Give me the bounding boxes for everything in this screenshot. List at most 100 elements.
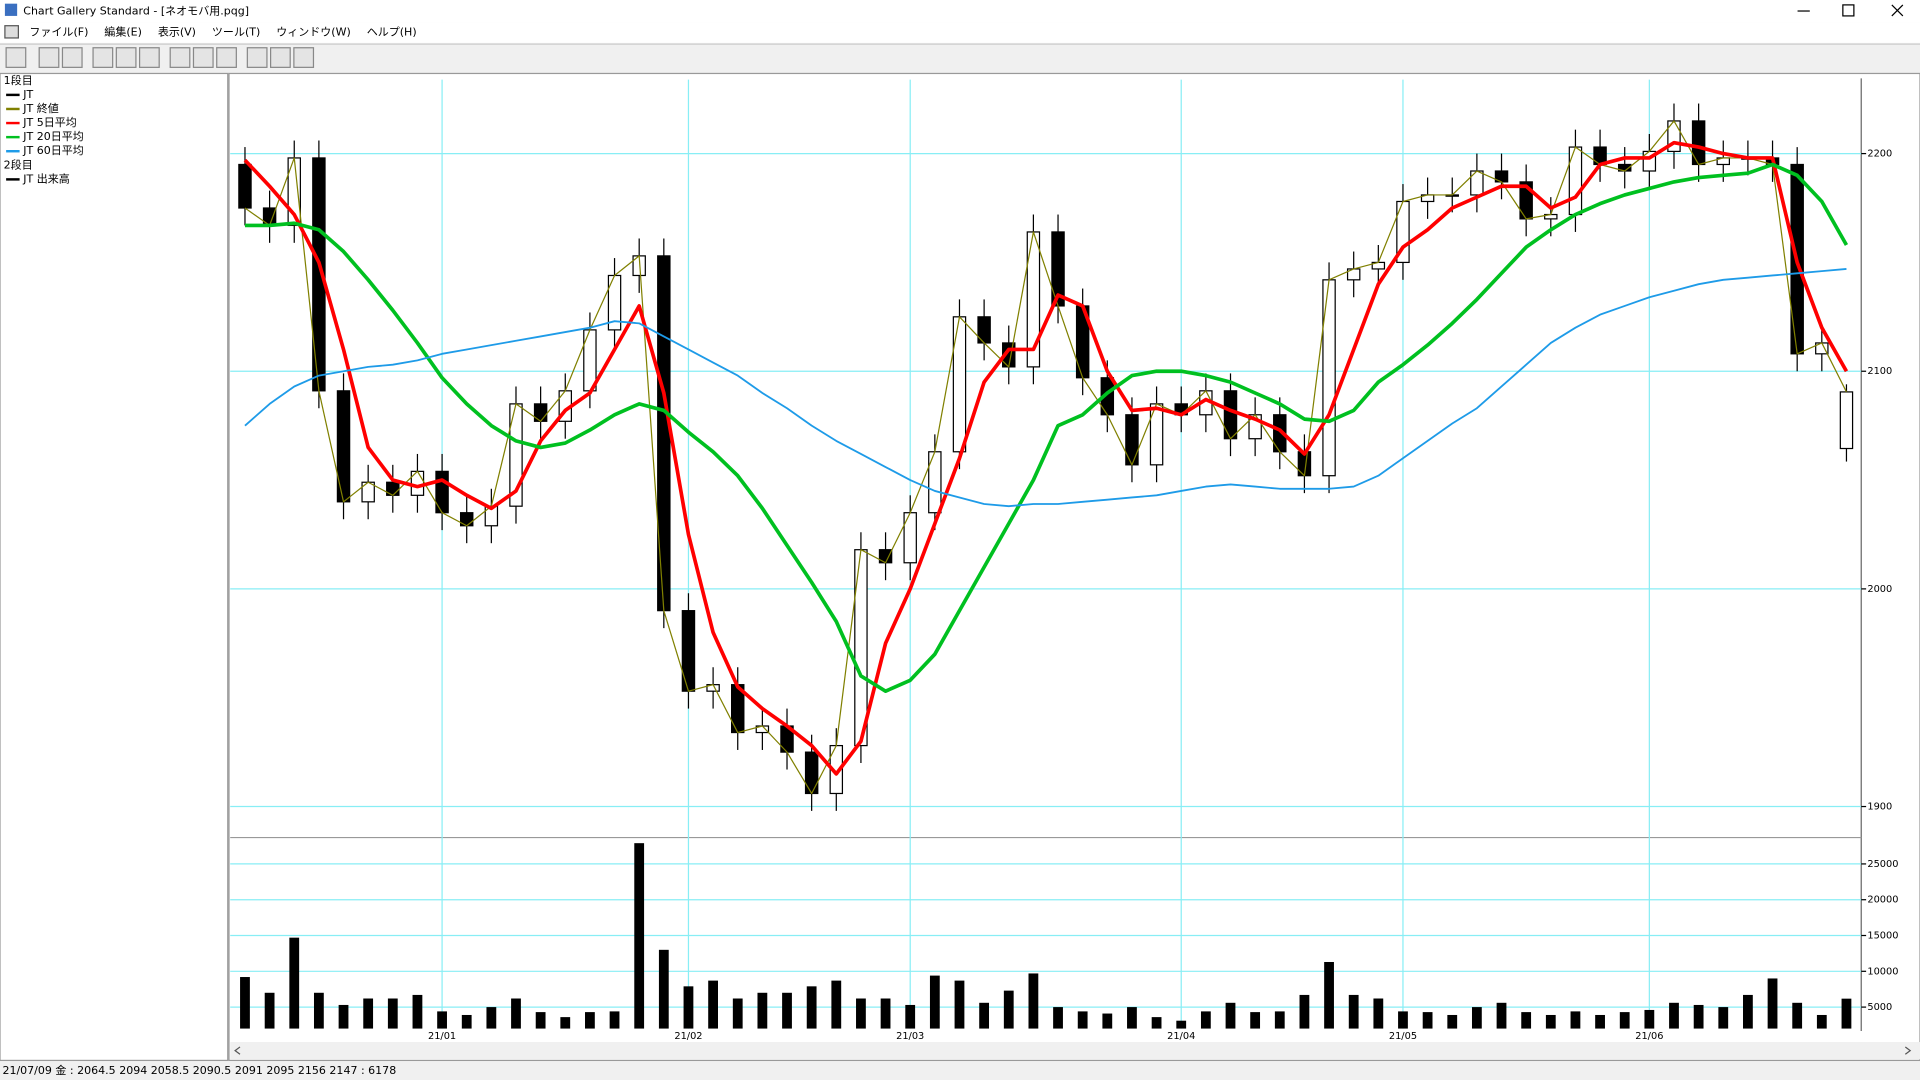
volume-bar [1200,1011,1211,1029]
volume-bar [313,992,324,1029]
volume-bar [1471,1007,1482,1029]
y-tick-label: 10000 [1867,966,1898,977]
volume-bar [1595,1014,1605,1029]
volume-bar [1545,1014,1556,1029]
toolbar-button[interactable] [192,47,214,68]
x-tick-label: 21/04 [1167,1031,1195,1042]
toolbar [5,47,315,68]
menu: ファイル(F) 編集(E) 表示(V) ツール(T) ウィンドウ(W) ヘルプ(H) [29,24,416,38]
toolbar-button[interactable] [138,47,160,68]
toolbar-button[interactable] [270,47,291,68]
volume-bar [511,998,521,1029]
y-tick-label: 5000 [1867,1002,1892,1013]
volume-bar [387,998,398,1029]
volume-bar [1053,1007,1063,1029]
volume-bar [1816,1014,1827,1029]
volume-bar [1299,994,1310,1029]
volume-bar [1373,998,1384,1029]
toolbar-button[interactable] [216,47,237,68]
y-tick-label: 20000 [1867,895,1898,906]
menu-item[interactable]: 表示(V) [158,24,196,38]
doc-icon [4,25,19,39]
volume-bar [1398,1011,1408,1029]
toolbar-button[interactable] [38,47,60,68]
legend-label: JT 20日平均 [22,130,84,143]
scrollbar[interactable] [230,1042,1920,1060]
line-series [244,268,1847,508]
chart-panel [228,72,1920,1062]
toolbar-button[interactable] [115,47,137,68]
toolbar-button[interactable] [61,47,83,68]
restore-button[interactable] [1842,4,1855,17]
volume-bar [1028,973,1039,1029]
line-series [244,162,1849,694]
status-bar [0,1061,1920,1080]
close-button[interactable] [1891,4,1904,17]
volume-bar [560,1017,571,1029]
volume-bar [658,949,669,1029]
scroll-left[interactable] [234,1046,241,1055]
volume-bar [757,992,768,1029]
volume-bar [486,1007,497,1029]
volume-bar [1619,1012,1630,1029]
volume-bar [1077,1011,1088,1029]
plot: 1900 2000 2100 2200 5000 10000 15000 20000 25000… [230,79,1898,1042]
menu-item[interactable]: ファイル(F) [29,25,88,38]
y-tick-label: 1900 [1867,802,1892,813]
volume-bar [1324,961,1334,1029]
toolbar-button[interactable] [92,47,114,68]
x-tick-label: 21/05 [1389,1031,1417,1042]
volume-bar [289,937,300,1029]
volume-bar [1669,1002,1679,1029]
toolbar-button[interactable] [169,47,191,68]
volume-bar [1570,1011,1581,1029]
volume-bar [1127,1007,1137,1029]
volume-bar [1348,994,1359,1029]
x-tick-label: 21/02 [674,1031,702,1042]
volume-bar [1003,990,1014,1029]
pane-label: 1段目 [4,73,33,87]
volume-bar [363,998,374,1029]
window-title: Chart Gallery Standard - [ネオモバ用.pqg] [23,5,249,18]
scroll-right[interactable] [1904,1046,1912,1055]
candle-body [238,163,252,209]
volume-bar [264,992,275,1029]
app-icon [4,3,18,16]
menu-item[interactable]: ウィンドウ(W) [276,25,351,38]
volume-bar [1743,994,1753,1029]
volume-bar [782,992,792,1029]
legend-panel [0,72,229,1062]
legend-label: JT 60日平均 [22,144,84,157]
line-series [244,120,1848,795]
volume-bar [1447,1014,1458,1029]
y-tick-label: 2200 [1867,149,1892,160]
menu-item[interactable]: 編集(E) [104,24,142,38]
menu-item[interactable]: ツール(T) [212,25,260,38]
title-bar [0,0,1920,23]
volume-bar [1693,1004,1704,1029]
volume-bar [609,1011,620,1029]
volume-bar [634,843,645,1029]
volume-bar [240,977,250,1029]
volume-bar [831,980,842,1029]
volume-bar [1151,1017,1162,1029]
toolbar-button[interactable] [246,47,268,68]
volume-bar [535,1012,546,1029]
y-tick-label: 15000 [1867,931,1898,942]
y-tick-label: 25000 [1867,859,1898,870]
toolbar-button[interactable] [5,47,27,68]
volume-bar [461,1014,472,1029]
volume-bar [708,980,718,1029]
volume-bar [1176,1020,1187,1029]
volume-bar [1521,1012,1532,1029]
volume-bar [1792,1002,1803,1029]
volume-bar [585,1012,595,1029]
legend-label: JT 終値 [22,101,59,115]
volume-bar [880,998,891,1029]
toolbar-button[interactable] [293,47,315,68]
legend-label: JT 出来高 [22,171,70,185]
volume-bar [338,1004,349,1029]
menu-item[interactable]: ヘルプ(H) [367,25,417,38]
volume-bar [1496,1002,1507,1029]
